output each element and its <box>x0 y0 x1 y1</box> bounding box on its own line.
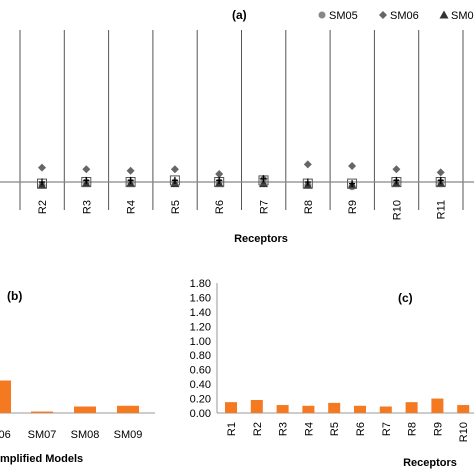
panel-c-y-tick-label: 0.80 <box>190 350 211 362</box>
panel-a-point-cross <box>260 175 267 183</box>
panel-c: (c) 1.80 1.60 1.40 1.20 1.00 0.80 0.60 0.40 0.20… <box>190 278 474 469</box>
panel-a-gridlines <box>19 30 464 210</box>
panel-c-label: (c) <box>398 291 413 305</box>
panel-b-bar <box>117 405 139 413</box>
panel-c-bar <box>225 402 237 413</box>
panel-c-bar <box>457 405 470 413</box>
panel-a-tick-label: R9 <box>347 200 359 214</box>
panel-a-point-diamond <box>303 160 312 169</box>
panel-a-tick-label: R6 <box>214 200 226 214</box>
panel-a-tick-label: R11 <box>436 200 448 219</box>
panel-a-tick-label: R3 <box>81 200 93 214</box>
panel-c-y-tick-label: 1.20 <box>190 321 211 333</box>
panel-c-x-tick-label: R6 <box>355 422 367 436</box>
panel-a-xlabel: Receptors <box>234 233 288 245</box>
panel-c-x-tick-label: R5 <box>329 422 341 436</box>
panel-a-legend-label: SM06 <box>390 10 419 22</box>
panel-a-point-square <box>169 175 180 186</box>
panel-c-x-tick-label: R9 <box>432 422 444 436</box>
panel-c-bar <box>328 402 341 413</box>
panel-a-tick-label: R8 <box>303 200 315 214</box>
panel-c-bar <box>250 400 263 413</box>
panel-a-legend-marker <box>439 10 449 19</box>
panel-a-point-cross <box>83 176 90 184</box>
panel-a-point-square <box>347 178 358 189</box>
panel-b-tick-label: SM09 <box>114 429 143 441</box>
panel-a-legend-label: SM07 <box>451 10 474 22</box>
panel-a-point-diamond <box>38 163 46 172</box>
panel-b-label: (b) <box>7 289 22 303</box>
panel-a-label: (a) <box>232 8 247 22</box>
panel-a-legend-marker <box>318 11 326 19</box>
panel-c-y-tick-label: 1.40 <box>190 307 211 319</box>
panel-b-bar <box>74 406 96 413</box>
panel-c-x-tick-label: R1 <box>226 422 238 436</box>
panel-a-point-diamond <box>215 170 224 178</box>
panel-a-tick-label: R4 <box>126 200 138 214</box>
panel-a-point-cross <box>349 180 356 188</box>
panel-a-point-diamond <box>392 165 401 174</box>
panel-a-point-cross <box>437 176 444 184</box>
panel-c-y-tick-label: 1.00 <box>190 336 211 348</box>
panel-a-point-cross <box>393 176 400 184</box>
panel-c-x-tick-label: R2 <box>252 422 264 436</box>
panel-c-y-tick-label: 0.60 <box>190 365 211 377</box>
panel-a: (a) SM05 SM06 SM07 R2 R3 R4 R5 R6 R7 R8 R9 R10 R11 R… <box>0 8 474 245</box>
panel-a-point-diamond <box>348 162 357 170</box>
panel-b-bar <box>0 380 11 413</box>
panel-a-tick-label: R2 <box>37 200 49 214</box>
panel-c-x-tick-labels: R1 R2 R3 R4 R5 R6 R7 R8 R9 R10 <box>226 422 470 442</box>
panel-b-tick-label: M06 <box>0 429 11 441</box>
panel-a-point-cross <box>39 178 45 186</box>
panel-b-tick-label: SM08 <box>71 429 100 441</box>
panel-c-xlabel: Receptors <box>403 457 457 469</box>
panel-a-legend-label: SM05 <box>329 10 358 22</box>
panel-c-x-tick-label: R7 <box>381 422 393 436</box>
panel-b-bar <box>31 411 53 413</box>
panel-a-tick-label: R7 <box>259 200 271 214</box>
panel-c-y-tick-labels: 1.80 1.60 1.40 1.20 1.00 0.80 0.60 0.40 0.20 0.00 <box>190 278 211 420</box>
panel-c-y-tick-label: 0.20 <box>190 394 211 406</box>
panel-b-tick-label: SM07 <box>28 429 57 441</box>
panel-c-x-tick-label: R10 <box>458 422 470 442</box>
panel-c-bar <box>354 405 366 413</box>
panel-c-x-tick-label: R8 <box>407 422 419 436</box>
panel-a-tick-labels: R2R3R4R5R6R7R8R9R10R11R12 <box>37 200 448 220</box>
panel-c-bar <box>379 406 392 413</box>
panel-c-bars <box>225 398 470 413</box>
panel-a-point-diamond <box>170 165 179 174</box>
panel-a-point-cross <box>171 176 178 184</box>
panel-b: (b) M06 SM07 SM08 SM09 mplified Models <box>0 289 155 465</box>
panel-c-bar <box>276 405 289 413</box>
panel-a-point-diamond <box>436 168 445 177</box>
panel-a-point-cross <box>304 178 311 186</box>
panel-a-legend-marker <box>379 11 387 19</box>
panel-a-point-cross <box>127 176 134 184</box>
panel-a-legend: SM05 SM06 SM07 <box>318 10 474 22</box>
panel-c-y-tick-label: 0.40 <box>190 379 211 391</box>
panel-b-bars <box>0 380 139 413</box>
panel-c-bar <box>405 402 418 413</box>
panel-b-tick-labels: M06 SM07 SM08 SM09 <box>0 429 142 441</box>
panel-a-point-cross <box>216 176 223 184</box>
panel-a-point-diamond <box>82 165 91 174</box>
panel-b-xlabel: mplified Models <box>0 453 83 465</box>
panel-c-x-tick-label: R4 <box>303 422 315 436</box>
panel-a-points <box>37 160 446 191</box>
panel-a-tick-label: R10 <box>391 200 403 220</box>
panel-c-y-tick-label: 1.80 <box>190 278 211 290</box>
panel-c-bar <box>431 398 444 413</box>
panel-a-tick-label: R5 <box>170 200 182 214</box>
panel-c-y-tick-label: 1.60 <box>190 292 211 304</box>
panel-c-x-tick-label: R3 <box>278 422 290 436</box>
panel-c-bar <box>302 405 315 413</box>
panel-a-point-diamond <box>126 166 135 175</box>
panel-c-y-tick-label: 0.00 <box>190 408 211 420</box>
